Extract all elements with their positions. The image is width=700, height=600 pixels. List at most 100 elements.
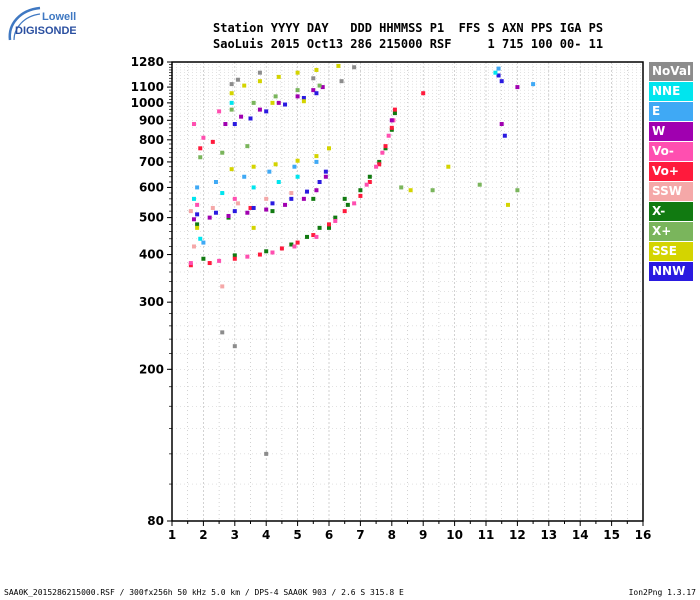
- station-header: Station YYYY DAY DDD HHMMSS P1 FFS S AXN…: [213, 20, 603, 52]
- data-point: [207, 215, 212, 220]
- data-point: [311, 88, 316, 93]
- data-point: [245, 254, 250, 259]
- data-point: [301, 95, 306, 100]
- series-e: [195, 66, 536, 245]
- data-point: [333, 218, 338, 223]
- data-point: [232, 256, 237, 261]
- data-point: [191, 196, 196, 201]
- x-tick-label: 9: [419, 528, 427, 542]
- data-point: [251, 205, 256, 210]
- data-point: [257, 79, 262, 84]
- data-point: [188, 263, 193, 268]
- data-point: [264, 109, 269, 114]
- data-point: [386, 133, 391, 138]
- data-point: [188, 261, 193, 266]
- y-tick-label: 1280: [131, 55, 164, 69]
- data-point: [264, 196, 269, 201]
- series-sse: [195, 63, 510, 230]
- legend-item-nne: NNE: [649, 82, 693, 101]
- y-tick-label: 1000: [131, 96, 164, 110]
- data-point: [515, 85, 520, 90]
- data-point: [248, 205, 253, 210]
- data-point: [213, 180, 218, 185]
- data-point: [323, 174, 328, 179]
- data-point: [242, 83, 247, 88]
- data-point: [383, 144, 388, 149]
- data-point: [323, 169, 328, 174]
- legend-item-ssw: SSW: [649, 182, 693, 201]
- data-point: [505, 202, 510, 207]
- data-point: [311, 233, 316, 238]
- series-x-: [195, 111, 397, 261]
- x-tick-label: 6: [325, 528, 333, 542]
- data-point: [232, 344, 237, 349]
- data-point: [283, 102, 288, 107]
- x-tick-label: 16: [635, 528, 652, 542]
- data-point: [239, 114, 244, 119]
- x-tick-label: 15: [603, 528, 620, 542]
- data-point: [201, 135, 206, 140]
- x-tick-label: 7: [356, 528, 364, 542]
- data-point: [383, 146, 388, 151]
- data-point: [248, 116, 253, 121]
- data-point: [229, 167, 234, 172]
- data-point: [226, 213, 231, 218]
- chart-ticks: 1 2 3 4 5 6 7 8 9 10 11 12 13 14 15 1680200300400500600…: [131, 55, 652, 542]
- data-point: [380, 150, 385, 155]
- data-point: [198, 155, 203, 160]
- data-point: [276, 74, 281, 79]
- data-point: [345, 202, 350, 207]
- data-point: [251, 185, 256, 190]
- data-point: [207, 261, 212, 266]
- x-tick-label: 12: [509, 528, 526, 542]
- y-tick-label: 1100: [131, 80, 164, 94]
- data-point: [367, 174, 372, 179]
- data-point: [251, 225, 256, 230]
- legend-item-vo-: Vo+: [649, 162, 693, 181]
- data-point: [311, 196, 316, 201]
- data-point: [273, 162, 278, 167]
- y-tick-label: 600: [139, 180, 164, 194]
- footer-version: Ion2Png 1.3.17: [628, 588, 696, 597]
- data-point: [295, 158, 300, 163]
- data-point: [327, 222, 331, 227]
- data-point: [191, 122, 196, 127]
- data-point: [270, 250, 275, 255]
- data-point: [317, 83, 322, 88]
- data-point: [257, 70, 262, 75]
- data-point: [399, 185, 404, 190]
- series-nnw: [195, 73, 507, 217]
- chart-grid: [171, 62, 644, 521]
- data-point: [301, 196, 306, 201]
- data-point: [358, 188, 363, 193]
- y-tick-label: 400: [139, 248, 164, 262]
- logo-line2: DIGISONDE: [15, 25, 76, 37]
- logo-line1: Lowell: [42, 11, 76, 23]
- legend-item-x-: X-: [649, 202, 693, 221]
- data-point: [229, 91, 234, 96]
- legend-item-noval: NoVal: [649, 62, 693, 81]
- data-point: [245, 144, 250, 149]
- data-point: [264, 207, 269, 212]
- data-point: [210, 139, 215, 144]
- legend-item-vo-: Vo-: [649, 142, 693, 161]
- data-point: [257, 252, 262, 257]
- x-tick-label: 10: [446, 528, 463, 542]
- series-nne: [191, 70, 498, 241]
- data-point: [279, 246, 284, 251]
- data-point: [336, 63, 341, 68]
- data-point: [496, 66, 501, 71]
- data-point: [210, 205, 215, 210]
- data-point: [339, 79, 344, 84]
- series-ssw: [188, 191, 294, 289]
- data-point: [292, 164, 297, 169]
- series-noval: [220, 65, 357, 456]
- y-tick-label: 500: [139, 211, 164, 225]
- data-point: [367, 180, 372, 185]
- data-point: [223, 122, 228, 127]
- x-tick-label: 2: [199, 528, 207, 542]
- legend-item-e: E: [649, 102, 693, 121]
- data-point: [358, 193, 363, 198]
- header-line2: SaoLuis 2015 Oct13 286 215000 RSF 1 715 …: [213, 37, 604, 51]
